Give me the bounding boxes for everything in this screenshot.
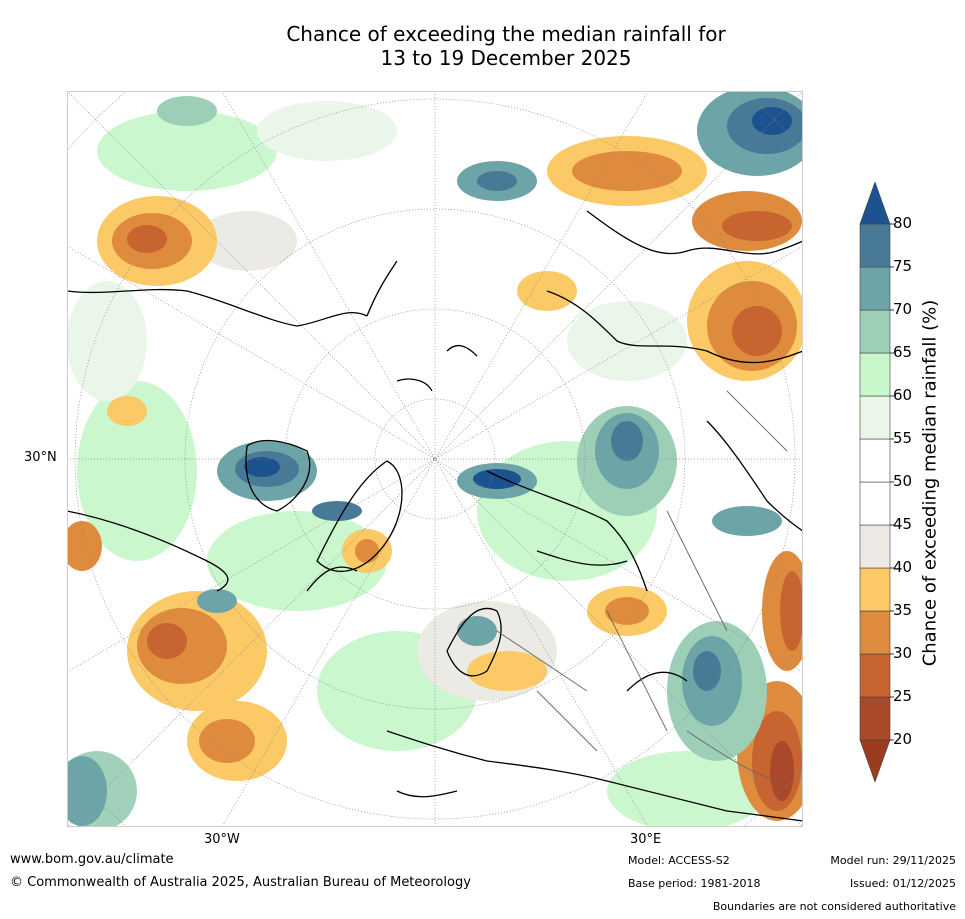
colorbar-tick-label: 55	[893, 429, 913, 447]
base-period: Base period: 1981-2018	[628, 877, 761, 890]
colorbar-arrow-high	[859, 182, 891, 225]
issued-date: Issued: 01/12/2025	[849, 877, 956, 890]
colorbar-segment	[859, 352, 891, 397]
colorbar-segment	[859, 266, 891, 311]
above-median-areas	[67, 91, 803, 826]
title-line-1: Chance of exceeding the median rainfall …	[286, 22, 726, 46]
boundaries-disclaimer: Boundaries are not considered authoritat…	[712, 900, 956, 913]
colorbar-segment	[859, 223, 891, 268]
colorbar-segment	[859, 309, 891, 354]
colorbar-tick-label: 30	[893, 644, 913, 662]
colorbar	[859, 182, 894, 782]
colorbar-segment	[859, 653, 891, 698]
colorbar-tick-label: 20	[893, 730, 913, 748]
colorbar-tick-label: 35	[893, 601, 913, 619]
title-line-2: 13 to 19 December 2025	[380, 46, 632, 70]
colorbar-tick-label: 70	[893, 300, 913, 318]
colorbar-tick-label: 75	[893, 257, 913, 275]
coastlines	[67, 210, 803, 822]
colorbar-tick-label: 80	[893, 214, 913, 232]
colorbar-tick-label: 50	[893, 472, 913, 490]
lat-label-30n: 30°N	[24, 450, 57, 465]
near-normal-areas	[67, 101, 767, 827]
colorbar-segment	[859, 438, 891, 483]
website-link[interactable]: www.bom.gov.au/climate	[10, 852, 174, 867]
below-median-areas	[67, 136, 803, 821]
colorbar-segment	[859, 567, 891, 612]
colorbar-segment	[859, 610, 891, 655]
colorbar-tick-label: 25	[893, 687, 913, 705]
country-borders	[496, 390, 788, 782]
model-name: Model: ACCESS-S2	[628, 854, 730, 867]
colorbar-arrow-low	[859, 739, 891, 782]
model-run: Model run: 29/11/2025	[830, 854, 956, 867]
chart-title: Chance of exceeding the median rainfall …	[0, 22, 965, 70]
colorbar-tick-label: 40	[893, 558, 913, 576]
colorbar-tick-label: 60	[893, 386, 913, 404]
lon-label-30e: 30°E	[630, 832, 662, 847]
colorbar-segment	[859, 395, 891, 440]
colorbar-tick-label: 65	[893, 343, 913, 361]
colorbar-title: Chance of exceeding median rainfall (%)	[919, 299, 941, 667]
copyright-text: © Commonwealth of Australia 2025, Austra…	[10, 875, 471, 890]
rainfall-map	[67, 91, 803, 827]
colorbar-segment	[859, 524, 891, 569]
colorbar-segment	[859, 481, 891, 526]
colorbar-segment	[859, 696, 891, 741]
graticule	[67, 91, 803, 827]
colorbar-tick-label: 45	[893, 515, 913, 533]
lon-label-30w: 30°W	[204, 832, 240, 847]
